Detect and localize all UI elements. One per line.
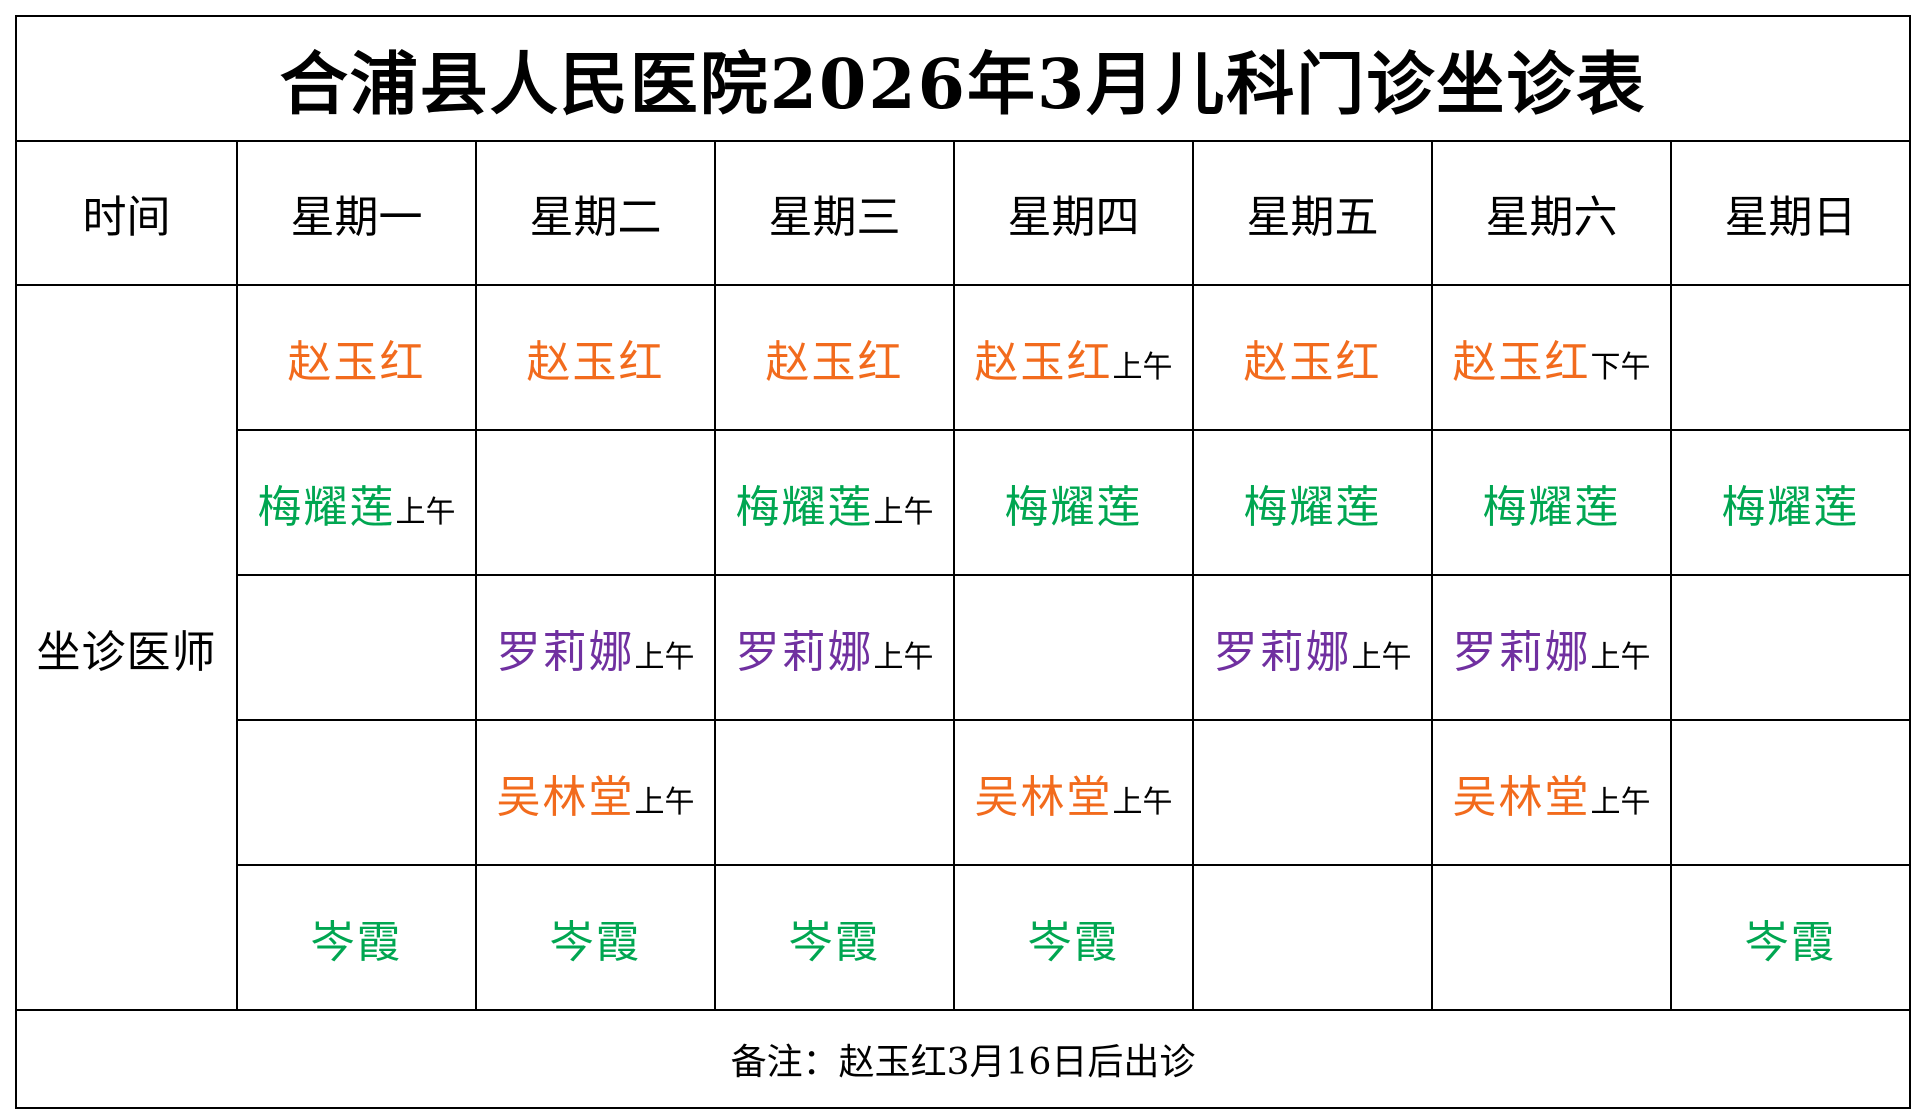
day-header-thu: 星期四 xyxy=(953,140,1194,286)
schedule-cell xyxy=(1192,864,1433,1011)
schedule-table: 合浦县人民医院2026年3月儿科门诊坐诊表 时间 星期一 星期二 星期三 星期四… xyxy=(15,15,1911,1109)
day-header-tue: 星期二 xyxy=(475,140,716,286)
schedule-cell: 赵玉红 xyxy=(1192,284,1433,431)
schedule-cell: 梅耀莲上午 xyxy=(714,429,955,576)
day-header-fri: 星期五 xyxy=(1192,140,1433,286)
doctor-name: 赵玉红 xyxy=(765,336,904,388)
doctor-name: 岑霞 xyxy=(1027,916,1120,968)
schedule-cell xyxy=(1670,284,1911,431)
schedule-cell: 梅耀莲上午 xyxy=(236,429,477,576)
session-note: 上午 xyxy=(873,639,934,675)
doctor-name: 罗莉娜 xyxy=(1213,626,1352,678)
doctor-name: 梅耀莲 xyxy=(1243,481,1382,533)
schedule-cell: 梅耀莲 xyxy=(1670,429,1911,576)
schedule-cell: 岑霞 xyxy=(475,864,716,1011)
schedule-cell: 岑霞 xyxy=(236,864,477,1011)
schedule-cell xyxy=(1670,719,1911,866)
schedule-cell: 吴林堂上午 xyxy=(1431,719,1672,866)
day-header-sun: 星期日 xyxy=(1670,140,1911,286)
schedule-cell xyxy=(953,574,1194,721)
schedule-cell xyxy=(1431,864,1672,1011)
schedule-cell: 梅耀莲 xyxy=(1431,429,1672,576)
schedule-cell: 罗莉娜上午 xyxy=(475,574,716,721)
schedule-cell: 岑霞 xyxy=(714,864,955,1011)
schedule-cell xyxy=(714,719,955,866)
schedule-cell xyxy=(475,429,716,576)
doctor-name: 赵玉红 xyxy=(1243,336,1382,388)
session-note: 上午 xyxy=(634,639,695,675)
session-note: 上午 xyxy=(1590,784,1651,820)
doctor-name: 赵玉红 xyxy=(1452,336,1591,388)
doctor-name: 赵玉红 xyxy=(974,336,1113,388)
schedule-cell: 罗莉娜上午 xyxy=(1431,574,1672,721)
schedule-row: 岑霞 岑霞 岑霞 岑霞 岑霞 xyxy=(16,864,1911,1011)
session-note: 上午 xyxy=(634,784,695,820)
header-row: 时间 星期一 星期二 星期三 星期四 星期五 星期六 星期日 xyxy=(15,140,1911,286)
session-note: 上午 xyxy=(873,494,934,530)
schedule-cell: 梅耀莲 xyxy=(1192,429,1433,576)
doctor-name: 梅耀莲 xyxy=(1482,481,1621,533)
schedule-row: 坐诊医师 赵玉红 赵玉红 赵玉红 赵玉红上午 赵玉红 赵玉红下午 xyxy=(15,284,1911,1011)
session-note: 下午 xyxy=(1590,349,1651,385)
session-note: 上午 xyxy=(1351,639,1412,675)
day-header-wed: 星期三 xyxy=(714,140,955,286)
schedule-cell: 岑霞 xyxy=(953,864,1194,1011)
schedule-row: 吴林堂上午 吴林堂上午 吴林堂上午 xyxy=(16,719,1911,866)
schedule-cell: 赵玉红 xyxy=(236,284,477,431)
schedule-cell: 赵玉红上午 xyxy=(953,284,1194,431)
footer-note: 备注：赵玉红3月16日后出诊 xyxy=(15,1009,1911,1109)
schedule-cell: 赵玉红 xyxy=(714,284,955,431)
doctor-name: 罗莉娜 xyxy=(1452,626,1591,678)
doctor-name: 吴林堂 xyxy=(974,771,1113,823)
day-header-sat: 星期六 xyxy=(1431,140,1672,286)
schedule-cell: 赵玉红下午 xyxy=(1431,284,1672,431)
schedule-cell xyxy=(236,719,477,866)
doctor-name: 梅耀莲 xyxy=(1004,481,1143,533)
doctor-name: 岑霞 xyxy=(1744,916,1837,968)
doctor-name: 罗莉娜 xyxy=(496,626,635,678)
doctor-name: 吴林堂 xyxy=(496,771,635,823)
doctor-side-label: 坐诊医师 xyxy=(15,284,238,1011)
table-title: 合浦县人民医院2026年3月儿科门诊坐诊表 xyxy=(15,15,1911,142)
time-header: 时间 xyxy=(15,140,238,286)
schedule-row: 罗莉娜上午 罗莉娜上午 罗莉娜上午 罗莉娜上午 xyxy=(16,574,1911,721)
schedule-cell xyxy=(236,574,477,721)
doctor-name: 岑霞 xyxy=(549,916,642,968)
doctor-name: 梅耀莲 xyxy=(735,481,874,533)
schedule-cell: 罗莉娜上午 xyxy=(714,574,955,721)
schedule-cell: 吴林堂上午 xyxy=(953,719,1194,866)
schedule-cell xyxy=(1192,719,1433,866)
day-header-mon: 星期一 xyxy=(236,140,477,286)
doctor-name: 梅耀莲 xyxy=(257,481,396,533)
doctor-name: 赵玉红 xyxy=(287,336,426,388)
doctor-name: 梅耀莲 xyxy=(1721,481,1860,533)
session-note: 上午 xyxy=(1590,639,1651,675)
schedule-row: 梅耀莲上午 梅耀莲上午 梅耀莲 梅耀莲 梅耀莲 梅耀莲 xyxy=(16,429,1911,576)
schedule-cell: 岑霞 xyxy=(1670,864,1911,1011)
schedule-cell: 吴林堂上午 xyxy=(475,719,716,866)
doctor-name: 吴林堂 xyxy=(1452,771,1591,823)
doctor-name: 赵玉红 xyxy=(526,336,665,388)
schedule-cell: 赵玉红 xyxy=(475,284,716,431)
doctor-name: 岑霞 xyxy=(310,916,403,968)
session-note: 上午 xyxy=(1112,784,1173,820)
session-note: 上午 xyxy=(1112,349,1173,385)
schedule-cell xyxy=(1670,574,1911,721)
session-note: 上午 xyxy=(395,494,456,530)
doctor-name: 罗莉娜 xyxy=(735,626,874,678)
schedule-cell: 罗莉娜上午 xyxy=(1192,574,1433,721)
doctor-name: 岑霞 xyxy=(788,916,881,968)
schedule-cell: 梅耀莲 xyxy=(953,429,1194,576)
